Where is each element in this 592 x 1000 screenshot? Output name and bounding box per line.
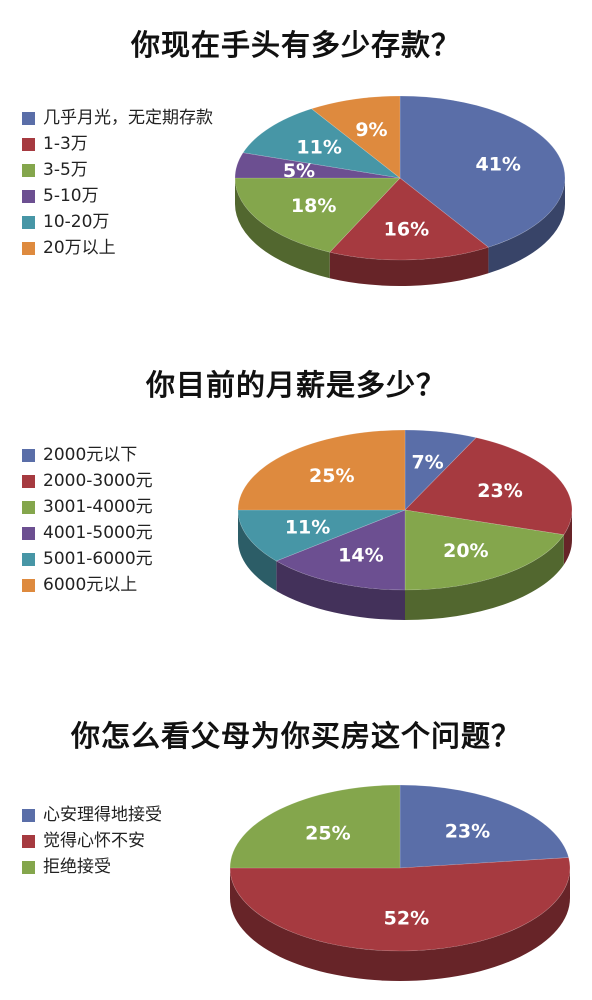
legend-item: 2000元以下 bbox=[22, 442, 153, 468]
savings-chart-title: 你现在手头有多少存款？ bbox=[130, 28, 461, 62]
legend-label: 5001-6000元 bbox=[43, 549, 153, 569]
pie-slice-label: 16% bbox=[384, 219, 429, 241]
legend-item: 心安理得地接受 bbox=[22, 802, 162, 828]
legend-label: 6000元以上 bbox=[43, 575, 138, 595]
legend-item: 拒绝接受 bbox=[22, 854, 162, 880]
savings-chart-panel: 41% 16% 18% 5% 11% 9% 你现在手头有多少存款？ 几乎月光，无定期存款 … bbox=[0, 0, 592, 330]
legend-item: 20万以上 bbox=[22, 235, 213, 261]
pie-slice-side bbox=[488, 178, 565, 274]
legend-swatch bbox=[22, 111, 35, 125]
legend-label: 4001-5000元 bbox=[43, 523, 153, 543]
salary-chart-title: 你目前的月薪是多少？ bbox=[145, 368, 446, 402]
pie-slice-side bbox=[405, 534, 564, 620]
legend-swatch bbox=[22, 474, 35, 488]
house-chart-title: 你怎么看父母为你买房这个问题？ bbox=[70, 719, 521, 753]
pie-slice-label: 23% bbox=[445, 820, 490, 842]
legend-label: 5-10万 bbox=[43, 186, 99, 206]
pie-slice-label: 41% bbox=[475, 154, 520, 176]
legend-label: 3001-4000元 bbox=[43, 497, 153, 517]
pie-slice-label: 25% bbox=[309, 465, 354, 487]
legend-swatch bbox=[22, 137, 35, 151]
legend-label: 2000-3000元 bbox=[43, 471, 153, 491]
pie-slice bbox=[229, 857, 571, 952]
legend-item: 3-5万 bbox=[22, 157, 213, 183]
legend-label: 心安理得地接受 bbox=[43, 805, 162, 825]
house-legend: 心安理得地接受 觉得心怀不安 拒绝接受 bbox=[22, 802, 162, 880]
legend-item: 3001-4000元 bbox=[22, 494, 153, 520]
pie-slice bbox=[242, 108, 401, 179]
legend-label: 几乎月光，无定期存款 bbox=[43, 108, 213, 128]
pie-slice-side bbox=[238, 510, 277, 591]
legend-item: 10-20万 bbox=[22, 209, 213, 235]
legend-label: 3-5万 bbox=[43, 160, 88, 180]
pie-slice bbox=[404, 429, 477, 511]
pie-slice-label: 11% bbox=[285, 517, 330, 539]
pie-slice-label: 5% bbox=[283, 160, 315, 182]
legend-item: 几乎月光，无定期存款 bbox=[22, 105, 213, 131]
legend-item: 6000元以上 bbox=[22, 572, 153, 598]
salary-legend: 2000元以下 2000-3000元 3001-4000元 4001-5000元… bbox=[22, 442, 153, 598]
legend-label: 20万以上 bbox=[43, 238, 116, 258]
pie-slice bbox=[237, 509, 406, 562]
legend-label: 10-20万 bbox=[43, 212, 110, 232]
house-chart-panel: 23% 52% 25% 你怎么看父母为你买房这个问题？ 心安理得地接受 觉得心怀不安… bbox=[0, 700, 592, 1000]
pie-slice-label: 25% bbox=[305, 823, 350, 845]
legend-swatch bbox=[22, 526, 35, 540]
savings-legend: 几乎月光，无定期存款 1-3万 3-5万 5-10万 10-20万 20万以上 bbox=[22, 105, 213, 261]
legend-item: 1-3万 bbox=[22, 131, 213, 157]
legend-swatch bbox=[22, 500, 35, 514]
legend-swatch bbox=[22, 215, 35, 229]
legend-swatch bbox=[22, 448, 35, 462]
pie-slice bbox=[275, 509, 406, 591]
legend-label: 2000元以下 bbox=[43, 445, 138, 465]
pie-slice bbox=[234, 177, 401, 253]
pie-slice-label: 9% bbox=[355, 119, 387, 141]
pie-slice bbox=[399, 784, 570, 869]
pie-slice-label: 18% bbox=[291, 195, 336, 217]
pie-slice-side bbox=[230, 868, 570, 981]
pie-slice-side bbox=[235, 178, 330, 279]
legend-swatch bbox=[22, 808, 35, 822]
pie-slice bbox=[229, 784, 401, 869]
legend-label: 1-3万 bbox=[43, 134, 88, 154]
legend-swatch bbox=[22, 860, 35, 874]
pie-slice-side bbox=[563, 510, 572, 565]
pie-slice-label: 52% bbox=[384, 908, 429, 930]
legend-swatch bbox=[22, 834, 35, 848]
pie-slice-label: 23% bbox=[477, 480, 522, 502]
legend-swatch bbox=[22, 552, 35, 566]
salary-chart-panel: 7% 23% 20% 14% 11% 25% 你目前的月薪是多少？ 2000元以下 200… bbox=[0, 345, 592, 645]
legend-item: 4001-5000元 bbox=[22, 520, 153, 546]
legend-label: 拒绝接受 bbox=[43, 857, 111, 877]
legend-item: 5001-6000元 bbox=[22, 546, 153, 572]
legend-swatch bbox=[22, 163, 35, 177]
pie-slice bbox=[234, 152, 401, 179]
legend-swatch bbox=[22, 189, 35, 203]
pie-slice-label: 14% bbox=[338, 545, 383, 567]
pie-slice-side bbox=[276, 560, 405, 620]
pie-slice bbox=[237, 429, 406, 511]
pie-slice bbox=[329, 177, 490, 261]
pie-slice-label: 7% bbox=[411, 451, 443, 473]
legend-swatch bbox=[22, 241, 35, 255]
pie-slice-side bbox=[329, 247, 489, 286]
legend-swatch bbox=[22, 578, 35, 592]
pie-slice bbox=[404, 437, 573, 536]
house-pie-chart: 23% 52% 25% bbox=[229, 784, 571, 981]
pie-slice-label: 20% bbox=[443, 540, 488, 562]
legend-label: 觉得心怀不安 bbox=[43, 831, 145, 851]
legend-item: 5-10万 bbox=[22, 183, 213, 209]
legend-item: 2000-3000元 bbox=[22, 468, 153, 494]
pie-slice bbox=[310, 95, 401, 179]
savings-pie-chart: 41% 16% 18% 5%11% 9% bbox=[234, 95, 566, 286]
pie-slice bbox=[404, 509, 565, 591]
salary-pie-chart: 7% 23% 20% 14% 11% 25% bbox=[237, 429, 573, 620]
pie-slice bbox=[399, 95, 566, 248]
pie-slice-label: 11% bbox=[296, 137, 341, 159]
legend-item: 觉得心怀不安 bbox=[22, 828, 162, 854]
